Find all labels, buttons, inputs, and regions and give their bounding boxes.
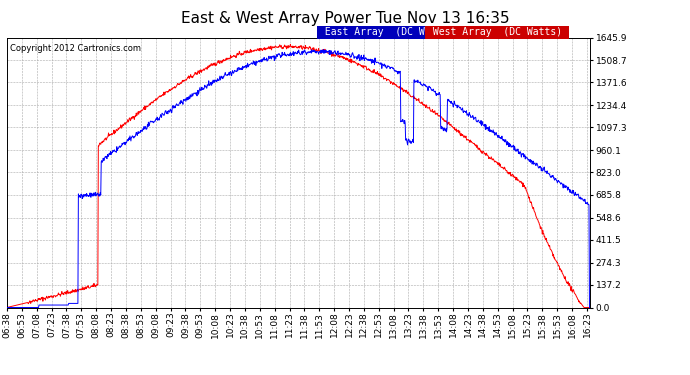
- Text: West Array  (DC Watts): West Array (DC Watts): [426, 27, 568, 37]
- Text: East & West Array Power Tue Nov 13 16:35: East & West Array Power Tue Nov 13 16:35: [181, 11, 509, 26]
- Text: East Array  (DC Watts): East Array (DC Watts): [319, 27, 460, 37]
- Text: Copyright 2012 Cartronics.com: Copyright 2012 Cartronics.com: [10, 44, 141, 53]
